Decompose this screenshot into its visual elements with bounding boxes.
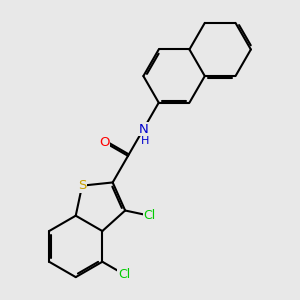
Text: O: O xyxy=(99,136,109,148)
Text: N: N xyxy=(139,123,148,136)
Text: S: S xyxy=(78,179,86,192)
Text: Cl: Cl xyxy=(144,209,156,222)
Text: H: H xyxy=(141,136,150,146)
Text: Cl: Cl xyxy=(118,268,130,281)
